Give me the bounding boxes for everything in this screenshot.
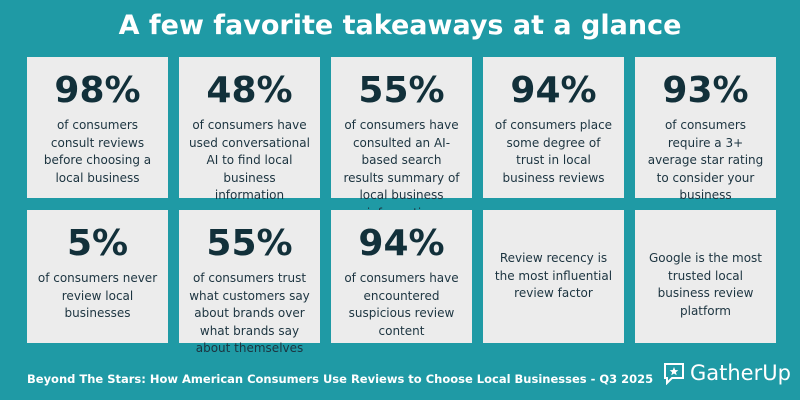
stat-description: of consumers have encountered suspicious… [344, 271, 459, 338]
title: A few favorite takeaways at a glance [118, 10, 682, 41]
stat-card: 48% of consumers have used conversational… [179, 57, 320, 202]
stat-card: Google is the most trusted local busines… [635, 210, 776, 343]
card-grid: 98% of consumers consult reviews before c… [27, 57, 777, 355]
stat-description: of consumers consult reviews before choo… [43, 118, 152, 185]
stat-value: 93% [662, 70, 749, 111]
stat-description: of consumers never review local business… [37, 271, 158, 320]
stat-description: Google is the most trusted local busines… [648, 251, 763, 318]
stat-value: 55% [358, 70, 445, 111]
stat-description: of consumers require a 3+ average star r… [647, 118, 764, 202]
stat-card: 93% of consumers require a 3+ average sta… [635, 57, 776, 202]
stat-card: 98% of consumers consult reviews before c… [27, 57, 168, 198]
stat-description: of consumers have used conversational AI… [189, 118, 310, 202]
stat-value: 55% [206, 223, 293, 264]
stat-description: of consumers have consulted an AI-based … [343, 118, 460, 220]
stat-description: Review recency is the most influential r… [494, 251, 613, 300]
stat-value: 98% [54, 70, 141, 111]
stat-card: 55% of consumers have consulted an AI-bas… [331, 57, 472, 220]
stat-card: 5% of consumers never review local busine… [27, 210, 168, 343]
footer-text: Beyond The Stars: How American Consumers… [27, 372, 654, 386]
stat-card: 55% of consumers trust what customers say… [179, 210, 320, 355]
stat-card: Review recency is the most influential r… [483, 210, 624, 343]
stat-card: 94% of consumers have encountered suspici… [331, 210, 472, 343]
stat-value: 94% [358, 223, 445, 264]
stat-description: of consumers trust what customers say ab… [189, 271, 310, 355]
stat-value: 94% [510, 70, 597, 111]
stat-value: 48% [206, 70, 293, 111]
logo-icon [664, 363, 684, 385]
logo: GatherUp [662, 361, 791, 385]
stat-description: of consumers place some degree of trust … [494, 118, 613, 185]
stat-card: 94% of consumers place some degree of tru… [483, 57, 624, 198]
logo-text: GatherUp [690, 361, 791, 385]
stat-value: 5% [66, 223, 129, 264]
